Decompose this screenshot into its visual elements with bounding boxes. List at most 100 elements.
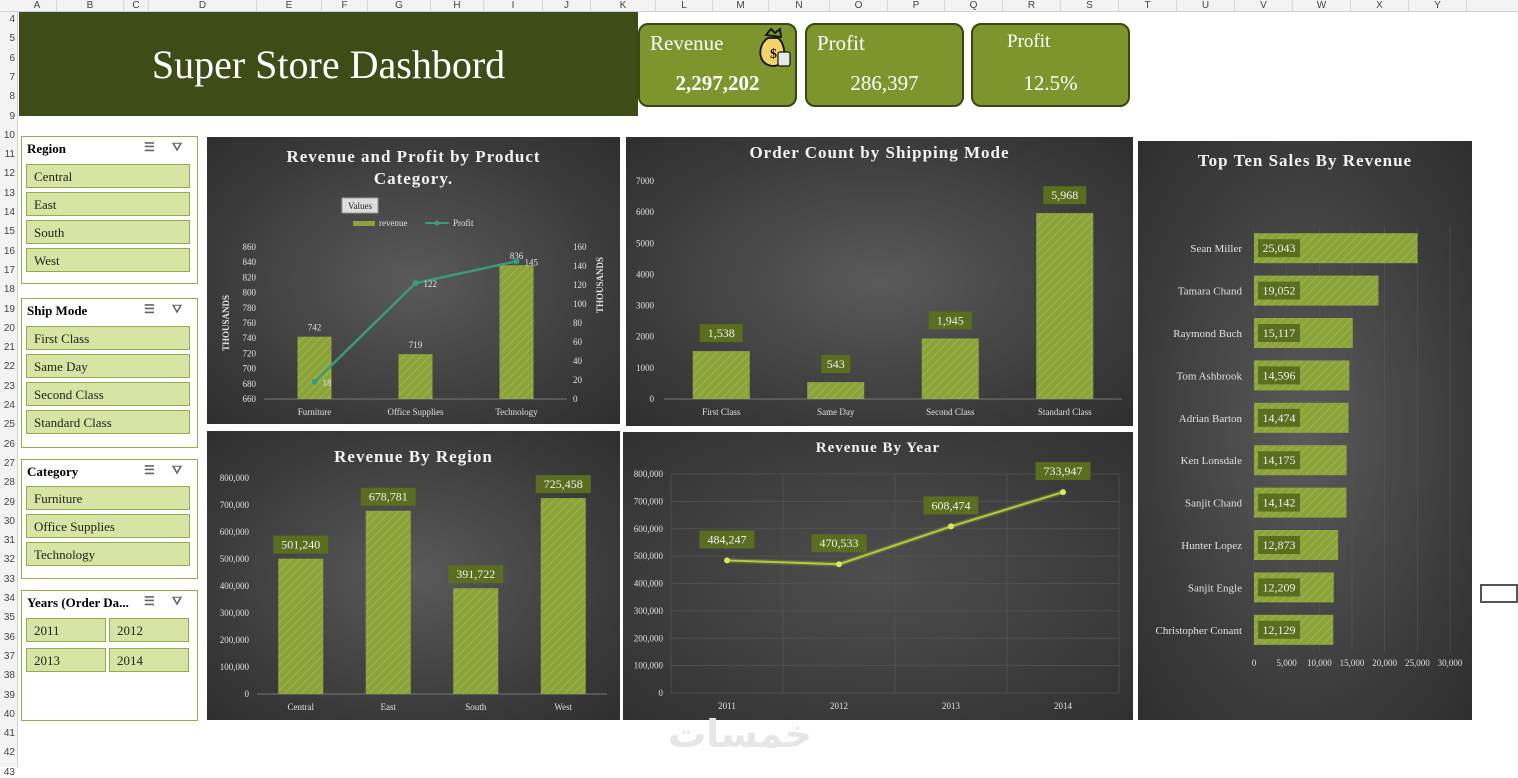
column-header-cell[interactable]: W [1293, 0, 1351, 12]
row-header-cell[interactable]: 13 [3, 187, 15, 199]
row-header-cell[interactable]: 4 [9, 14, 15, 25]
chart-order-count-shipping[interactable]: Order Count by Shipping Mode 0 1000 2000 30… [626, 137, 1133, 426]
chart-revenue-profit-category[interactable]: Revenue and Profit by Product Category. … [207, 137, 620, 424]
slicer-ship-item-standard-class[interactable]: Standard Class [26, 410, 190, 434]
column-header-cell[interactable]: C [124, 0, 149, 12]
slicer-category-item-technology[interactable]: Technology [26, 542, 190, 566]
clear-filter-icon[interactable]: ⛛ [172, 302, 183, 316]
chart-revenue-region[interactable]: Revenue By Region 0 100,000 200,000 300,000… [207, 431, 620, 720]
multi-select-icon[interactable]: ☰ [144, 302, 155, 316]
row-header-cell[interactable]: 29 [3, 496, 15, 508]
row-header-cell[interactable]: 35 [3, 612, 15, 624]
row-header-cell[interactable]: 38 [3, 670, 15, 682]
column-header-cell[interactable]: D [149, 0, 257, 12]
column-header-cell[interactable]: O [830, 0, 888, 12]
slicer-region-item-east[interactable]: East [26, 192, 190, 216]
column-header-cell[interactable]: X [1351, 0, 1409, 12]
row-header-cell[interactable]: 36 [3, 631, 15, 643]
bar [807, 382, 865, 399]
row-header-cell[interactable]: 27 [3, 457, 15, 469]
column-header-cell[interactable]: R [1003, 0, 1061, 12]
column-header-cell[interactable]: T [1119, 0, 1177, 12]
column-header-cell[interactable]: A [18, 0, 57, 12]
column-header-cell[interactable]: M [713, 0, 769, 12]
slicer-years-item-2011[interactable]: 2011 [26, 618, 106, 642]
slicer-category-item-furniture[interactable]: Furniture [26, 486, 190, 510]
row-header-cell[interactable]: 42 [3, 747, 15, 759]
bar-revenue [499, 265, 534, 399]
multi-select-icon[interactable]: ☰ [144, 594, 155, 608]
row-header-cell[interactable]: 28 [3, 477, 15, 489]
column-header-cell[interactable]: P [888, 0, 945, 12]
row-header-cell[interactable]: 23 [3, 380, 15, 392]
row-header-cell[interactable]: 31 [3, 535, 15, 547]
row-header-cell[interactable]: 30 [3, 515, 15, 527]
row-header-cell[interactable]: 7 [9, 71, 15, 83]
column-header-cell[interactable]: G [368, 0, 431, 12]
column-header-cell[interactable]: U [1177, 0, 1235, 12]
multi-select-icon[interactable]: ☰ [144, 463, 155, 477]
row-header-cell[interactable]: 9 [9, 110, 15, 122]
row-header-cell[interactable]: 20 [3, 322, 15, 334]
column-header-cell[interactable]: B [57, 0, 124, 12]
row-header-cell[interactable]: 17 [3, 264, 15, 276]
clear-filter-icon[interactable]: ⛛ [172, 594, 183, 608]
row-header-cell[interactable]: 15 [3, 226, 15, 238]
multi-select-icon[interactable]: ☰ [144, 140, 155, 154]
column-header-cell[interactable]: I [484, 0, 543, 12]
row-header-cell[interactable]: 6 [9, 52, 15, 64]
row-header-cell[interactable]: 43 [3, 766, 15, 778]
column-header-cell[interactable]: K [591, 0, 656, 12]
category-label: Tamara Chand [1178, 286, 1243, 298]
column-header-cell[interactable]: F [322, 0, 368, 12]
clear-filter-icon[interactable]: ⛛ [172, 140, 183, 154]
row-header-cell[interactable]: 34 [3, 593, 15, 604]
slicer-category-item-office-supplies[interactable]: Office Supplies [26, 514, 190, 538]
row-header-cell[interactable]: 39 [3, 689, 15, 701]
row-header-cell[interactable]: 41 [3, 728, 15, 740]
row-header-cell[interactable]: 21 [3, 342, 15, 354]
clear-filter-icon[interactable]: ⛛ [172, 463, 183, 477]
row-header-cell[interactable]: 16 [3, 245, 15, 257]
slicer-region-item-west[interactable]: West [26, 248, 190, 272]
row-header-cell[interactable]: 5 [9, 33, 15, 45]
column-header-cell[interactable]: J [543, 0, 591, 12]
column-header-cell[interactable]: E [257, 0, 322, 12]
row-header-cell[interactable]: 37 [3, 650, 15, 662]
row-header-cell[interactable]: 26 [3, 438, 15, 450]
row-header-cell[interactable]: 40 [3, 708, 15, 720]
slicer-region-item-central[interactable]: Central [26, 164, 190, 188]
row-header-cell[interactable]: 25 [3, 419, 15, 431]
chart-revenue-year[interactable]: Revenue By Year 0 100,000 200,000 300,000 40… [623, 432, 1133, 720]
selected-cell[interactable] [1480, 584, 1518, 603]
chart-top-ten-sales[interactable]: Top Ten Sales By Revenue 0 5,000 10,000 15,… [1138, 141, 1472, 720]
row-header-cell[interactable]: 32 [3, 554, 15, 566]
column-header-cell[interactable]: H [431, 0, 484, 12]
column-header-cell[interactable]: L [656, 0, 713, 12]
category-label: Adrian Barton [1179, 413, 1243, 425]
slicer-ship-item-first-class[interactable]: First Class [26, 326, 190, 350]
row-header-cell[interactable]: 11 [4, 149, 15, 161]
column-header-cell[interactable]: N [769, 0, 830, 12]
row-header-cell[interactable]: 24 [3, 400, 15, 411]
row-header-cell[interactable]: 18 [3, 284, 15, 296]
row-header-cell[interactable]: 22 [3, 361, 15, 373]
slicer-years-item-2012[interactable]: 2012 [109, 618, 189, 642]
row-header-cell[interactable]: 10 [3, 129, 15, 141]
slicer-region-item-south[interactable]: South [26, 220, 190, 244]
data-label-box [1258, 620, 1300, 639]
slicer-ship-item-second-class[interactable]: Second Class [26, 382, 190, 406]
row-header-cell[interactable]: 33 [3, 573, 15, 585]
column-header-cell[interactable]: Q [945, 0, 1003, 12]
x-tick-label: 30,000 [1438, 658, 1463, 668]
slicer-years-item-2013[interactable]: 2013 [26, 648, 106, 672]
slicer-ship-item-same-day[interactable]: Same Day [26, 354, 190, 378]
row-header-cell[interactable]: 19 [3, 303, 15, 315]
column-header-cell[interactable]: S [1061, 0, 1119, 12]
column-header-cell[interactable]: V [1235, 0, 1293, 12]
row-header-cell[interactable]: 14 [3, 207, 15, 218]
slicer-years-item-2014[interactable]: 2014 [109, 648, 189, 672]
column-header-cell[interactable]: Y [1409, 0, 1467, 12]
row-header-cell[interactable]: 8 [9, 91, 15, 103]
row-header-cell[interactable]: 12 [3, 168, 15, 180]
